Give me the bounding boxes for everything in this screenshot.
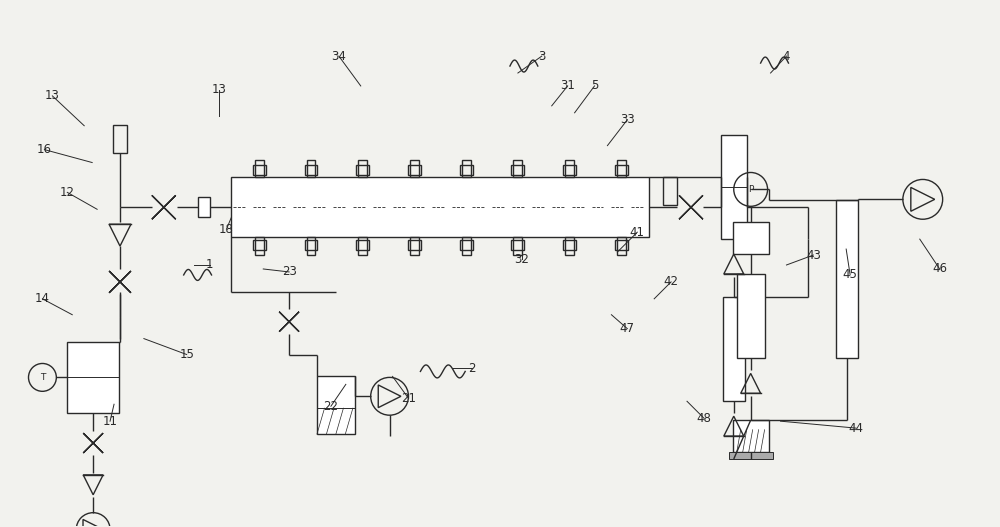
Bar — [253, 240, 266, 250]
Text: 2: 2 — [468, 362, 476, 375]
Bar — [733, 420, 769, 452]
Bar — [462, 160, 471, 178]
Bar — [565, 160, 574, 178]
Bar — [563, 165, 576, 175]
Bar — [317, 376, 355, 434]
Text: 31: 31 — [560, 80, 575, 92]
Bar — [198, 197, 210, 217]
Text: 4: 4 — [783, 50, 790, 63]
Bar — [563, 240, 576, 250]
Bar — [255, 237, 264, 255]
Text: 18: 18 — [219, 223, 234, 236]
Bar — [113, 125, 127, 153]
Text: 11: 11 — [103, 415, 118, 428]
Bar — [836, 200, 858, 358]
Text: P: P — [748, 185, 753, 194]
Text: 21: 21 — [401, 392, 416, 405]
Text: 16: 16 — [37, 143, 52, 156]
Bar — [462, 237, 471, 255]
Text: 41: 41 — [630, 226, 645, 239]
Text: 45: 45 — [843, 268, 858, 281]
Bar — [307, 160, 315, 178]
Text: 12: 12 — [60, 186, 75, 199]
Bar — [307, 237, 315, 255]
Bar — [305, 165, 317, 175]
Bar — [460, 165, 473, 175]
Bar — [305, 240, 317, 250]
Bar — [617, 237, 626, 255]
Text: 42: 42 — [664, 276, 679, 288]
Bar — [410, 237, 419, 255]
Bar — [565, 237, 574, 255]
Bar — [460, 240, 473, 250]
Text: 13: 13 — [212, 83, 227, 96]
Bar — [615, 240, 628, 250]
Text: 13: 13 — [45, 90, 60, 102]
Text: 44: 44 — [849, 422, 864, 435]
Bar — [511, 165, 524, 175]
Text: 15: 15 — [179, 348, 194, 361]
Text: 22: 22 — [323, 400, 338, 413]
Text: 1: 1 — [206, 258, 213, 271]
Text: T: T — [40, 373, 45, 382]
Text: 3: 3 — [538, 50, 545, 63]
Bar — [253, 165, 266, 175]
Text: 33: 33 — [620, 113, 635, 126]
Text: 34: 34 — [331, 50, 346, 63]
Bar — [663, 178, 677, 206]
Text: 23: 23 — [282, 266, 297, 278]
Text: 5: 5 — [591, 80, 598, 92]
Text: 43: 43 — [806, 249, 821, 261]
Text: 14: 14 — [35, 292, 50, 305]
Text: 46: 46 — [932, 262, 947, 276]
Bar — [255, 160, 264, 178]
Bar — [513, 160, 522, 178]
Bar — [356, 165, 369, 175]
Bar — [617, 160, 626, 178]
Bar — [408, 165, 421, 175]
Bar — [67, 341, 119, 413]
Bar — [358, 160, 367, 178]
Bar — [408, 240, 421, 250]
Bar — [721, 135, 747, 239]
Bar — [356, 240, 369, 250]
Bar — [358, 237, 367, 255]
Bar — [231, 178, 649, 237]
Bar — [410, 160, 419, 178]
Bar — [723, 297, 745, 401]
Bar — [737, 274, 765, 358]
Bar — [511, 240, 524, 250]
Bar — [729, 452, 773, 459]
Bar — [615, 165, 628, 175]
Text: 32: 32 — [514, 252, 529, 266]
Bar — [513, 237, 522, 255]
Text: 48: 48 — [696, 412, 711, 425]
Text: 47: 47 — [620, 322, 635, 335]
Bar — [733, 222, 769, 254]
